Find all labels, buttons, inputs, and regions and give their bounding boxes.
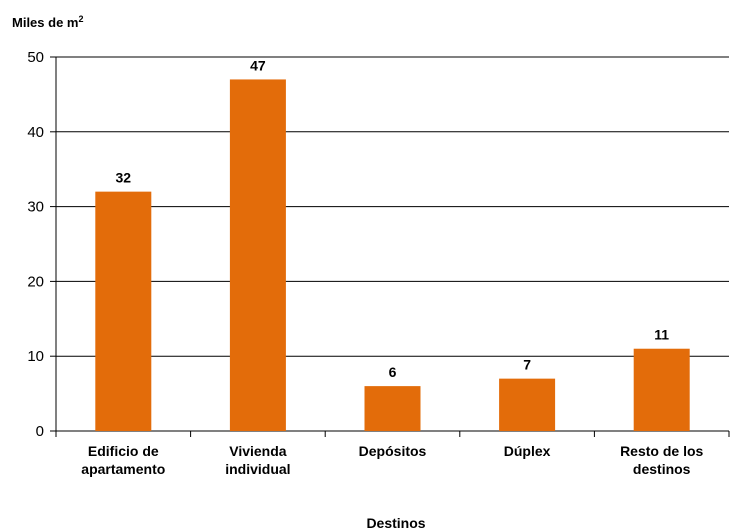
category-label: Edificio de xyxy=(88,443,159,459)
category-label: apartamento xyxy=(81,461,165,477)
y-tick-label: 10 xyxy=(27,348,44,365)
y-axis-title: Miles de m2 xyxy=(12,14,83,30)
y-tick-label: 40 xyxy=(27,124,44,141)
category-label: Dúplex xyxy=(504,443,551,459)
bar xyxy=(633,348,690,431)
y-tick-label: 20 xyxy=(27,273,44,290)
x-axis-title: Destinos xyxy=(366,515,425,531)
data-label: 6 xyxy=(389,364,397,380)
y-axis-ticks: 0 10 20 30 40 50 xyxy=(27,49,56,440)
category-labels: Edificio de apartamento Vivienda individual… xyxy=(55,431,730,477)
bar xyxy=(95,191,152,431)
bar xyxy=(364,386,421,431)
y-tick-label: 0 xyxy=(36,423,44,440)
data-label: 7 xyxy=(523,357,531,373)
gridlines xyxy=(56,56,729,357)
y-tick-label: 30 xyxy=(27,199,44,216)
data-labels: 32 47 6 7 11 xyxy=(116,57,670,380)
bars xyxy=(95,79,690,431)
bar xyxy=(499,378,556,431)
category-label: individual xyxy=(225,461,290,477)
category-label: Resto de los xyxy=(620,443,703,459)
category-label: destinos xyxy=(633,461,691,477)
y-tick-label: 50 xyxy=(27,49,44,66)
data-label: 11 xyxy=(654,327,669,343)
bar xyxy=(229,79,286,431)
data-label: 32 xyxy=(116,170,132,186)
category-label: Vivienda xyxy=(229,443,287,459)
category-label: Depósitos xyxy=(359,443,427,459)
data-label: 47 xyxy=(250,57,266,73)
